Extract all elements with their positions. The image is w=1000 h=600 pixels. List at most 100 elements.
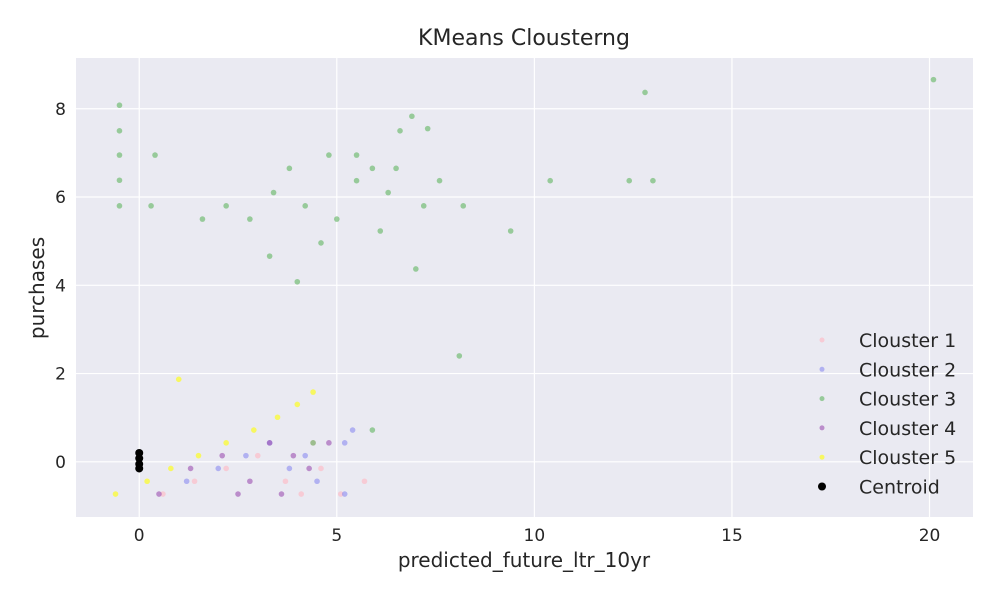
legend-label: Centroid: [859, 477, 940, 499]
series-clouster-2: [183, 427, 356, 497]
x-tick-label: 15: [721, 526, 743, 546]
legend-label: Clouster 1: [859, 330, 956, 352]
legend-marker: [819, 425, 825, 431]
plot-area: [76, 58, 973, 517]
data-point: [302, 203, 308, 209]
data-point: [341, 440, 348, 446]
data-point: [266, 253, 273, 259]
y-tick-label: 0: [55, 453, 66, 473]
data-point: [219, 452, 226, 459]
x-tick-label: 10: [524, 526, 546, 546]
data-point: [397, 128, 403, 134]
data-point: [266, 440, 273, 446]
legend-label: Clouster 5: [859, 447, 956, 469]
data-point: [306, 465, 312, 472]
legend-marker: [818, 482, 826, 491]
data-point: [168, 465, 174, 472]
data-point: [460, 203, 467, 209]
data-point: [420, 203, 427, 209]
data-point: [251, 427, 257, 433]
data-point: [223, 203, 229, 209]
data-point: [235, 491, 241, 497]
data-point: [160, 491, 166, 497]
data-point: [195, 452, 202, 459]
data-point: [349, 427, 356, 433]
y-axis-label: purchases: [25, 237, 49, 339]
data-point: [294, 278, 301, 285]
centroid-point: [135, 464, 144, 473]
legend-label: Clouster 2: [859, 359, 956, 381]
data-point: [341, 491, 348, 497]
legend: Clouster 1 Clouster 2 Clouster 3 Clouster 4…: [818, 330, 956, 499]
data-point: [642, 89, 648, 96]
x-tick-label: 5: [331, 526, 342, 546]
data-point: [310, 440, 316, 446]
data-point: [152, 152, 158, 158]
series-clouster-4: [156, 440, 332, 497]
data-point: [369, 427, 376, 433]
data-point: [436, 177, 443, 184]
data-point: [326, 152, 332, 158]
y-tick-label: 2: [55, 365, 66, 385]
data-point: [930, 76, 937, 83]
y-tick-label: 4: [55, 276, 66, 296]
data-point: [353, 177, 360, 184]
data-point: [199, 216, 206, 222]
centroid-point: [135, 454, 144, 463]
data-point: [148, 203, 154, 209]
data-point: [243, 452, 249, 459]
data-point: [254, 452, 261, 459]
y-tick-label: 6: [55, 188, 66, 208]
data-point: [547, 177, 553, 184]
x-tick-label: 0: [134, 526, 145, 546]
data-point: [393, 165, 399, 172]
data-point: [409, 113, 415, 120]
data-point: [314, 478, 320, 485]
legend-marker: [819, 366, 825, 372]
grid: [76, 58, 973, 517]
scatter-points: [112, 76, 937, 497]
data-point: [223, 465, 229, 472]
data-point: [286, 465, 293, 472]
data-point: [223, 440, 229, 446]
data-point: [187, 465, 194, 472]
data-point: [334, 216, 340, 222]
series-centroid: [135, 449, 144, 473]
data-point: [294, 401, 301, 408]
data-point: [191, 478, 198, 485]
data-point: [290, 452, 297, 459]
series-clouster-5: [112, 376, 316, 497]
data-point: [247, 216, 253, 222]
data-point: [385, 189, 391, 196]
data-point: [116, 152, 123, 158]
data-point: [286, 165, 293, 172]
data-point: [310, 389, 316, 395]
data-point: [318, 240, 324, 246]
series-clouster-3: [116, 76, 937, 446]
chart-title: KMeans Clousterng: [418, 26, 630, 51]
legend-marker: [819, 396, 825, 402]
data-point: [116, 203, 123, 209]
data-point: [116, 128, 123, 134]
data-point: [270, 189, 277, 196]
data-point: [175, 376, 182, 383]
data-point: [116, 177, 123, 184]
x-tick-label: 20: [919, 526, 941, 546]
legend-label: Clouster 3: [859, 389, 956, 411]
data-point: [507, 228, 514, 234]
data-point: [298, 491, 305, 497]
data-point: [369, 165, 376, 172]
data-point: [302, 452, 308, 459]
data-point: [318, 465, 324, 472]
y-tick-label: 8: [55, 100, 66, 120]
data-point: [282, 478, 289, 485]
data-point: [156, 491, 162, 497]
y-tick-labels: 0 2 4 6 8: [55, 100, 66, 473]
legend-marker: [819, 337, 825, 343]
data-point: [326, 440, 332, 446]
data-point: [377, 228, 384, 234]
legend-marker: [819, 454, 825, 460]
data-point: [361, 478, 368, 485]
legend-label: Clouster 4: [859, 418, 956, 440]
